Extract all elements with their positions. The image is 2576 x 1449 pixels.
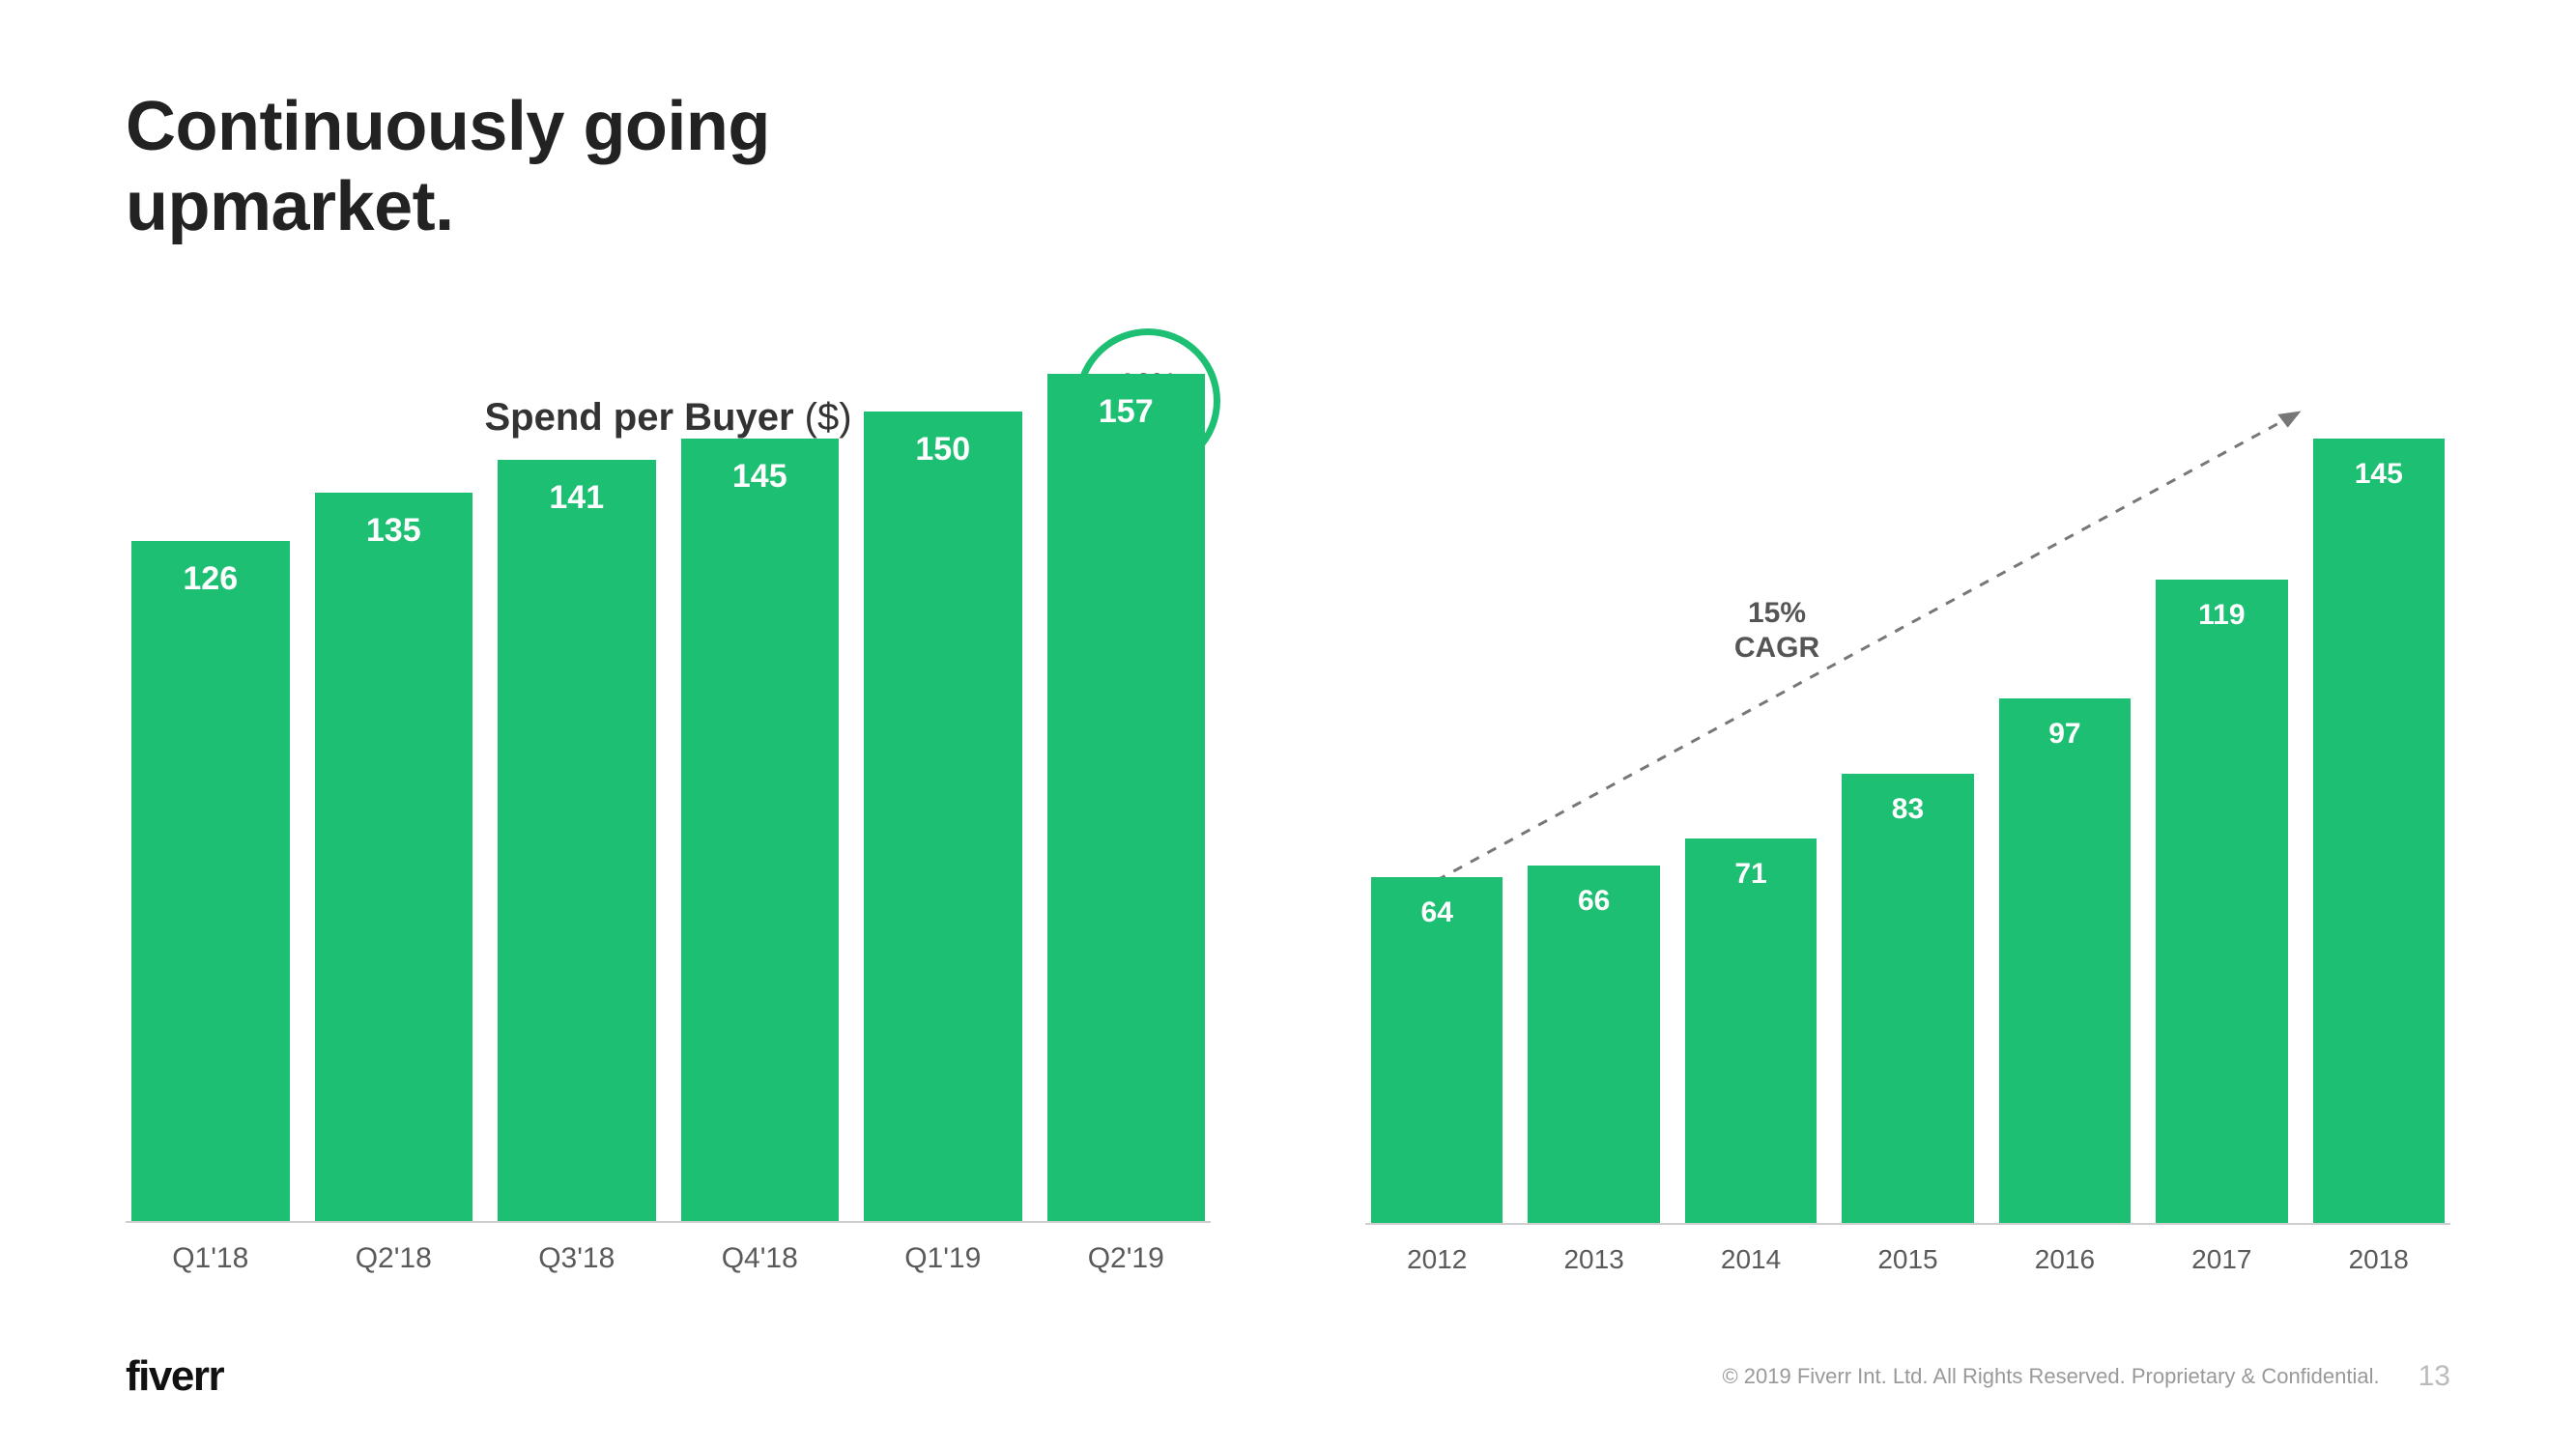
charts-container: Spend per Buyer ($) 16% y/y 126135141145… xyxy=(126,357,2450,1275)
bar-value: 64 xyxy=(1421,877,1453,929)
bar: 135 xyxy=(315,493,473,1221)
bar-value: 135 xyxy=(366,493,421,550)
bar-value: 71 xyxy=(1734,838,1766,891)
bar-value: 97 xyxy=(2048,698,2080,751)
title-line-2: upmarket. xyxy=(126,168,454,245)
left-chart-xaxis: Q1'18 Q2'18 Q3'18 Q4'18 Q1'19 Q2'19 xyxy=(126,1223,1211,1275)
left-chart-plot: 126 135 141 145 150 157 xyxy=(126,357,1211,1223)
bar: 119 xyxy=(2156,580,2287,1223)
annual-chart: 15% CAGR 6466718397119145 20122013201420… xyxy=(1365,357,2450,1275)
x-axis-label: 2016 xyxy=(1999,1244,2131,1275)
x-axis-label: Q2'19 xyxy=(1047,1242,1206,1275)
bar: 126 xyxy=(131,541,290,1221)
bar-value: 145 xyxy=(732,439,787,496)
x-axis-label: Q1'18 xyxy=(131,1242,290,1275)
slide: Continuously going upmarket. Spend per B… xyxy=(0,0,2576,1449)
bar-value: 119 xyxy=(2198,580,2245,632)
bar: 157 xyxy=(1047,374,1206,1221)
bar-value: 141 xyxy=(549,460,604,517)
x-axis-label: 2017 xyxy=(2156,1244,2287,1275)
bar: 150 xyxy=(864,412,1022,1221)
bar: 97 xyxy=(1999,698,2131,1223)
bar: 66 xyxy=(1528,866,1659,1223)
x-axis-label: 2018 xyxy=(2313,1244,2445,1275)
x-axis-label: Q2'18 xyxy=(315,1242,473,1275)
right-chart-plot: 64 66 71 83 97 119 145 xyxy=(1365,357,2450,1225)
bar: 145 xyxy=(2313,439,2445,1223)
x-axis-label: Q1'19 xyxy=(864,1242,1022,1275)
fiverr-logo: fiverr xyxy=(126,1352,223,1401)
bar: 83 xyxy=(1842,774,1973,1223)
bar: 64 xyxy=(1371,877,1503,1223)
bar-value: 126 xyxy=(183,541,238,598)
right-chart-xaxis: 2012 2013 2014 2015 2016 2017 2018 xyxy=(1365,1225,2450,1275)
page-number: 13 xyxy=(2419,1360,2450,1393)
x-axis-label: 2013 xyxy=(1528,1244,1659,1275)
x-axis-label: 2014 xyxy=(1685,1244,1817,1275)
bar-value: 150 xyxy=(915,412,970,469)
x-axis-label: 2012 xyxy=(1371,1244,1503,1275)
spend-per-buyer-chart: Spend per Buyer ($) 16% y/y 126135141145… xyxy=(126,357,1211,1275)
x-axis-label: Q3'18 xyxy=(498,1242,656,1275)
bar-value: 66 xyxy=(1578,866,1610,918)
bar: 71 xyxy=(1685,838,1817,1223)
title-line-1: Continuously going xyxy=(126,88,770,165)
bar: 141 xyxy=(498,460,656,1221)
bar: 145 xyxy=(681,439,840,1221)
x-axis-label: Q4'18 xyxy=(681,1242,840,1275)
page-title: Continuously going upmarket. xyxy=(126,87,2450,247)
bar-value: 157 xyxy=(1099,374,1154,431)
x-axis-label: 2015 xyxy=(1842,1244,1973,1275)
bar-value: 145 xyxy=(2355,439,2403,491)
footer: fiverr © 2019 Fiverr Int. Ltd. All Right… xyxy=(126,1352,2450,1401)
bar-value: 83 xyxy=(1892,774,1924,826)
footer-right: © 2019 Fiverr Int. Ltd. All Rights Reser… xyxy=(1722,1360,2450,1393)
copyright-text: © 2019 Fiverr Int. Ltd. All Rights Reser… xyxy=(1722,1364,2379,1389)
